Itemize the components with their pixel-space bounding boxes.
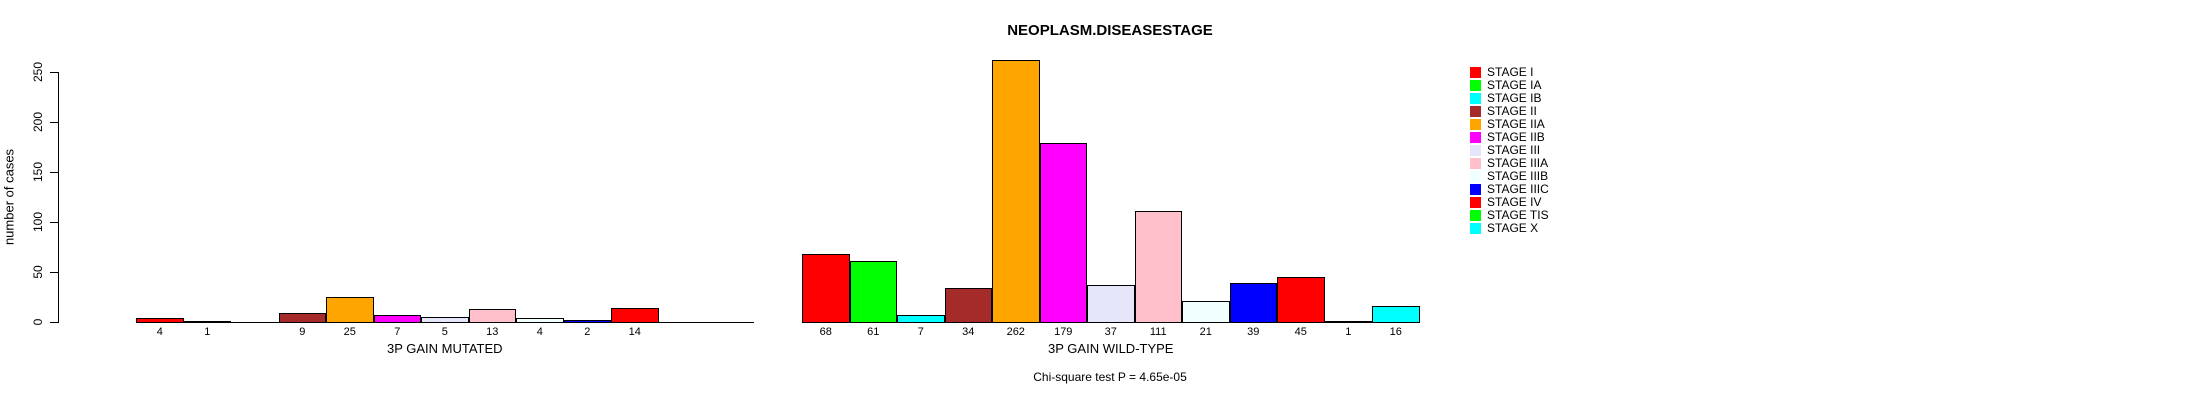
legend-swatch-stage-iiib <box>1470 171 1481 182</box>
chart-title: NEOPLASM.DISEASESTAGE <box>1007 22 1213 39</box>
legend-label-stage-iiia: STAGE IIIA <box>1487 156 1549 170</box>
y-axis-tick-label: 150 <box>31 161 45 183</box>
legend-swatch-stage-iib <box>1470 132 1481 143</box>
bar-stage-iv-3p-gain-mutated <box>611 308 659 323</box>
bar-value-label: 262 <box>1006 326 1025 338</box>
y-axis-tick-label: 50 <box>31 265 45 279</box>
y-axis-tick-label: 200 <box>31 111 45 133</box>
bar-stage-iii-3p-gain-mutated <box>421 317 469 323</box>
y-axis-line <box>58 72 59 323</box>
y-axis-tick <box>50 122 58 123</box>
bar-stage-iiia-3p-gain-mutated <box>468 309 516 323</box>
legend-label-stage-iiic: STAGE IIIC <box>1487 182 1549 196</box>
legend-swatch-stage-iv <box>1470 197 1481 208</box>
bar-value-label: 14 <box>628 326 641 338</box>
legend-label-stage-ii: STAGE II <box>1487 104 1537 118</box>
bar-stage-iiic-3p-gain-wild-type <box>1229 283 1277 323</box>
y-axis-tick-label: 0 <box>31 318 45 326</box>
legend-swatch-stage-iiia <box>1470 158 1481 169</box>
bar-value-label: 21 <box>1199 326 1212 338</box>
bar-stage-ib-3p-gain-wild-type <box>897 315 945 323</box>
bar-value-label: 61 <box>867 326 880 338</box>
bar-value-label: 16 <box>1389 326 1402 338</box>
bar-value-label: 13 <box>486 326 499 338</box>
bar-value-label: 2 <box>584 326 591 338</box>
legend-swatch-stage-ib <box>1470 93 1481 104</box>
bar-value-label: 5 <box>441 326 448 338</box>
legend-label-stage-iia: STAGE IIA <box>1487 117 1545 131</box>
bar-value-label: 7 <box>394 326 401 338</box>
legend-label-stage-ib: STAGE IB <box>1487 91 1542 105</box>
bar-stage-ii-3p-gain-wild-type <box>944 288 992 323</box>
legend-swatch-stage-ii <box>1470 106 1481 117</box>
bar-stage-ii-3p-gain-mutated <box>278 313 326 323</box>
bar-stage-iv-3p-gain-wild-type <box>1277 277 1325 323</box>
legend-label-stage-iib: STAGE IIB <box>1487 130 1545 144</box>
bar-value-label: 39 <box>1247 326 1260 338</box>
legend-label-stage-iiib: STAGE IIIB <box>1487 169 1549 183</box>
bar-stage-iiic-3p-gain-mutated <box>563 320 611 323</box>
legend-label-stage-tis: STAGE TIS <box>1487 208 1549 222</box>
bar-value-label: 7 <box>917 326 924 338</box>
bar-stage-i-3p-gain-mutated <box>136 318 184 323</box>
bar-value-label: 45 <box>1294 326 1307 338</box>
bar-value-label: 1 <box>204 326 211 338</box>
bar-value-label: 1 <box>1345 326 1352 338</box>
bar-value-label: 37 <box>1104 326 1117 338</box>
group-caption-wild-type: 3P GAIN WILD-TYPE <box>1048 341 1174 356</box>
bar-stage-iiib-3p-gain-mutated <box>516 318 564 323</box>
legend-swatch-stage-iia <box>1470 119 1481 130</box>
legend-swatch-stage-iii <box>1470 145 1481 156</box>
legend-label-stage-i: STAGE I <box>1487 65 1534 79</box>
legend-swatch-stage-tis <box>1470 210 1481 221</box>
bar-stage-tis-3p-gain-wild-type <box>1324 321 1372 323</box>
group-caption-mutated: 3P GAIN MUTATED <box>386 341 503 356</box>
y-axis-tick <box>50 72 58 73</box>
bar-stage-iia-3p-gain-wild-type <box>992 60 1040 323</box>
bar-stage-iib-3p-gain-mutated <box>373 315 421 323</box>
legend-label-stage-x: STAGE X <box>1487 221 1539 235</box>
chi-square-note: Chi-square test P = 4.65e-05 <box>1033 370 1187 384</box>
bar-stage-ia-3p-gain-mutated <box>183 321 231 323</box>
bar-stage-iii-3p-gain-wild-type <box>1087 285 1135 323</box>
y-axis-tick <box>50 322 58 323</box>
legend-swatch-stage-ia <box>1470 80 1481 91</box>
legend-swatch-stage-x <box>1470 223 1481 234</box>
bar-value-label: 4 <box>156 326 163 338</box>
legend-label-stage-iii: STAGE III <box>1487 143 1541 157</box>
legend-label-stage-ia: STAGE IA <box>1487 78 1542 92</box>
y-axis-tick-label: 250 <box>31 61 45 83</box>
bar-value-label: 68 <box>819 326 832 338</box>
bar-value-label: 34 <box>962 326 975 338</box>
bar-stage-i-3p-gain-wild-type <box>802 254 850 323</box>
bar-value-label: 111 <box>1149 326 1167 338</box>
bar-stage-x-3p-gain-wild-type <box>1372 306 1420 323</box>
bar-stage-iib-3p-gain-wild-type <box>1039 143 1087 323</box>
bar-value-label: 4 <box>536 326 543 338</box>
y-axis-title: number of cases <box>1 148 17 246</box>
y-axis-tick-label: 100 <box>31 211 45 233</box>
y-axis-tick <box>50 172 58 173</box>
bar-value-label: 9 <box>299 326 306 338</box>
y-axis-tick <box>50 272 58 273</box>
legend-swatch-stage-iiic <box>1470 184 1481 195</box>
y-axis-tick <box>50 222 58 223</box>
legend-label-stage-iv: STAGE IV <box>1487 195 1542 209</box>
bar-value-label: 179 <box>1054 326 1073 338</box>
bar-stage-iiib-3p-gain-wild-type <box>1182 301 1230 323</box>
legend-swatch-stage-i <box>1470 67 1481 78</box>
bar-stage-ia-3p-gain-wild-type <box>849 261 897 323</box>
bar-stage-iiia-3p-gain-wild-type <box>1134 211 1182 323</box>
bar-value-label: 25 <box>343 326 356 338</box>
bar-stage-iia-3p-gain-mutated <box>326 297 374 323</box>
